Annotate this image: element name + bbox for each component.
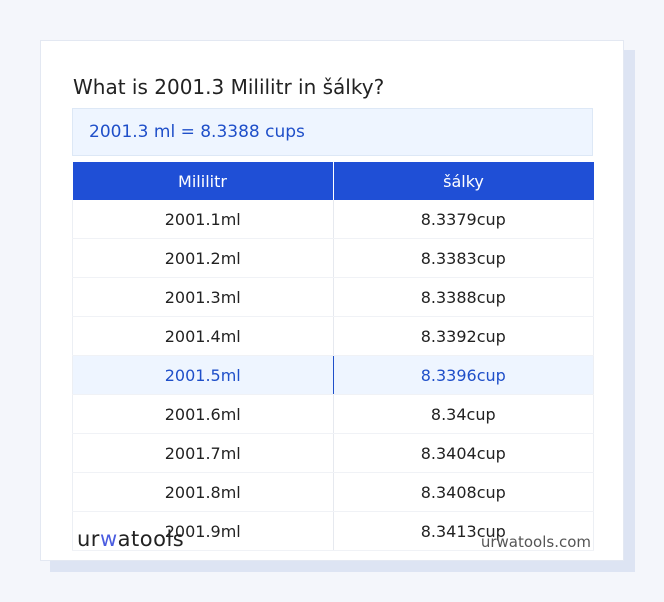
ml-cell: 2001.6ml: [72, 394, 333, 434]
table-row: 2001.8ml 8.3408cup: [72, 472, 594, 512]
cups-cell: 8.3413cup: [332, 511, 594, 551]
ml-cell: 2001.3ml: [72, 277, 333, 317]
table-row: 2001.5ml 8.3396cup: [72, 355, 594, 395]
cups-cell: 8.3396cup: [332, 355, 594, 395]
site-link[interactable]: urwatools.com: [480, 533, 591, 551]
conversion-table: Mililitr šálky 2001.1ml 8.3379cup 2001.2ml…: [72, 162, 594, 551]
table-row: 2001.4ml 8.3392cup: [72, 316, 594, 356]
ml-cell: 2001.4ml: [72, 316, 333, 356]
table-row: 2001.1ml 8.3379cup: [72, 200, 594, 239]
cups-cell: 8.3392cup: [332, 316, 594, 356]
cups-cell: 8.34cup: [332, 394, 594, 434]
cups-cell: 8.3388cup: [332, 277, 594, 317]
column-header-ml: Mililitr: [72, 162, 333, 200]
table-row: 2001.7ml 8.3404cup: [72, 433, 594, 473]
cups-cell: 8.3404cup: [332, 433, 594, 473]
ml-cell: 2001.2ml: [72, 238, 333, 278]
ml-cell: 2001.7ml: [72, 433, 333, 473]
cups-cell: 8.3408cup: [332, 472, 594, 512]
column-header-cups: šálky: [332, 162, 594, 200]
ml-cell: 2001.8ml: [72, 472, 333, 512]
urwatools-logo[interactable]: urwatools: [77, 527, 185, 551]
table-row: 2001.9ml 8.3413cup: [72, 511, 594, 551]
converter-card: What is 2001.3 Mililitr in šálky? 2001.3…: [40, 40, 624, 561]
ml-cell: 2001.9ml: [72, 511, 333, 551]
cups-cell: 8.3379cup: [332, 200, 594, 239]
table-row: 2001.2ml 8.3383cup: [72, 238, 594, 278]
cups-cell: 8.3383cup: [332, 238, 594, 278]
conversion-result: 2001.3 ml = 8.3388 cups: [72, 108, 593, 156]
page-title: What is 2001.3 Mililitr in šálky?: [73, 75, 385, 99]
table-row: 2001.3ml 8.3388cup: [72, 277, 594, 317]
ml-cell: 2001.5ml: [72, 355, 333, 395]
table-row: 2001.6ml 8.34cup: [72, 394, 594, 434]
ml-cell: 2001.1ml: [72, 200, 333, 239]
